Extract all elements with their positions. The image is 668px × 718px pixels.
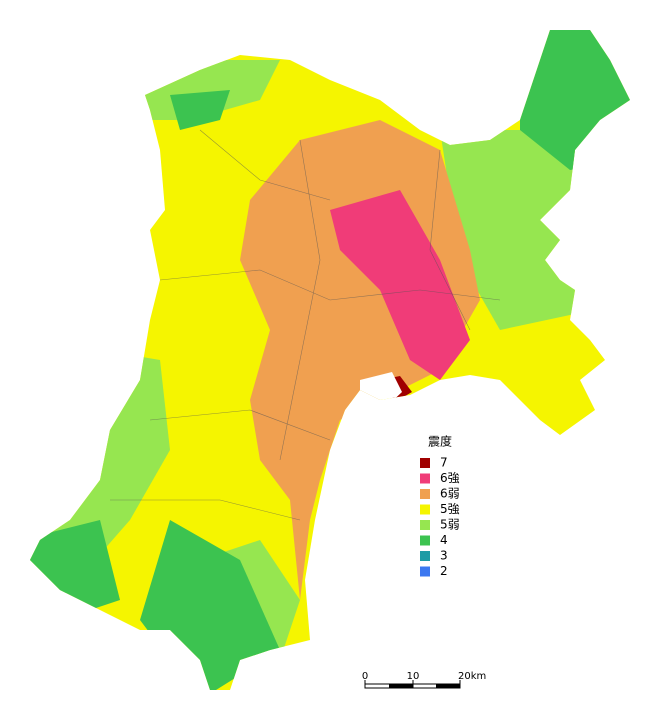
legend-swatch [420,458,430,468]
legend-swatch [420,489,430,499]
legend-swatch [420,520,430,530]
scale-label: 10 [407,671,420,682]
legend-swatch [420,566,430,577]
legend-swatch [420,504,430,515]
legend-label: 5弱 [440,518,460,532]
legend-label: 7 [440,456,448,470]
scale-label: 20km [458,671,486,682]
scale-bar: 0 10 20km [362,671,486,689]
legend-label: 5強 [440,502,460,516]
legend-label: 2 [440,564,448,578]
legend-swatch [420,535,430,546]
legend-label: 4 [440,533,448,547]
legend-swatch [420,473,430,484]
legend-label: 6強 [440,471,460,485]
legend-label: 3 [440,549,448,563]
legend-title: 震度 [428,434,452,449]
scale-label: 0 [362,671,368,682]
legend-swatch [420,551,430,561]
legend-label: 6弱 [440,487,460,501]
